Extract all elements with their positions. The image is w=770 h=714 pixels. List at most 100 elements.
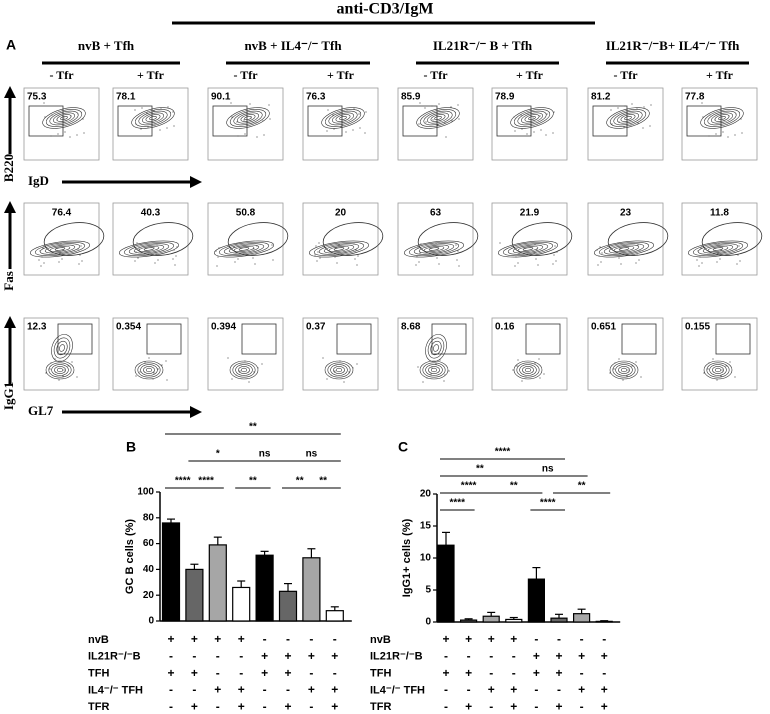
condition-mark: -: [192, 683, 196, 697]
gate-value: 23: [620, 208, 632, 219]
event-dot: [499, 242, 501, 244]
event-dot: [352, 367, 354, 369]
gate: [525, 323, 561, 355]
event-dot: [543, 373, 545, 375]
event-dot: [424, 107, 426, 109]
event-dot: [638, 259, 640, 261]
event-dot: [520, 114, 522, 116]
contour: [128, 243, 170, 255]
condition-mark: -: [192, 649, 196, 663]
figure-title: anti-CD3/IgM: [337, 1, 434, 18]
event-dot: [167, 106, 169, 108]
contour: [413, 243, 455, 255]
significance-label: ****: [540, 498, 556, 509]
event-dot: [358, 113, 360, 115]
y-tick-label: 10: [420, 553, 432, 564]
event-dot: [318, 242, 320, 244]
contour: [53, 112, 75, 124]
condition-mark: +: [465, 699, 472, 713]
bar: [302, 557, 321, 622]
condition-mark: -: [444, 683, 448, 697]
condition-mark: -: [557, 632, 561, 646]
flow-plot-frame: [207, 202, 284, 276]
event-dot: [513, 116, 515, 118]
flow-plot-frame: [587, 202, 664, 276]
contour: [612, 362, 636, 378]
contour: [138, 110, 168, 126]
event-dot: [161, 364, 163, 366]
event-dot: [426, 377, 428, 379]
significance-label: **: [319, 476, 327, 487]
event-dot: [49, 368, 51, 370]
event-dot: [637, 244, 639, 246]
event-dot: [77, 248, 79, 250]
event-dot: [58, 379, 60, 381]
event-dot: [365, 111, 367, 113]
contour: [54, 247, 66, 251]
condition-mark: -: [239, 649, 243, 663]
contour: [54, 366, 66, 374]
event-dot: [738, 245, 740, 247]
panel-label: B: [126, 439, 136, 455]
gate-value: 0.651: [591, 322, 616, 333]
contour: [56, 367, 64, 373]
event-dot: [609, 372, 611, 374]
condition-mark: +: [578, 649, 585, 663]
event-dot: [256, 136, 258, 138]
contour: [133, 244, 165, 254]
event-dot: [650, 104, 652, 106]
condition-label: - Tfr: [613, 68, 638, 82]
event-dot: [319, 257, 321, 259]
event-dot: [537, 264, 539, 266]
y-tick-label: 0: [425, 617, 431, 628]
significance-label: **: [476, 464, 484, 475]
gate: [43, 222, 105, 256]
condition-mark: +: [510, 699, 517, 713]
event-dot: [45, 372, 47, 374]
event-dot: [554, 245, 556, 247]
event-dot: [618, 121, 620, 123]
event-dot: [272, 259, 274, 261]
contour: [123, 241, 175, 257]
y-tick-label: 100: [137, 487, 154, 498]
bar: [460, 619, 478, 623]
gate: [336, 323, 372, 355]
contour: [513, 360, 543, 380]
significance-label: ****: [175, 476, 191, 487]
contour: [598, 241, 650, 257]
event-dot: [514, 130, 516, 132]
condition-row-label: nvB: [370, 634, 391, 646]
event-dot: [636, 108, 638, 110]
event-dot: [614, 362, 616, 364]
event-dot: [70, 115, 72, 117]
contour: [502, 241, 554, 257]
contour: [29, 240, 91, 258]
condition-mark: -: [489, 649, 493, 663]
event-dot: [261, 363, 263, 365]
group-title: IL21R⁻/⁻ B + Tfh: [433, 38, 533, 53]
event-dot: [737, 254, 739, 256]
event-dot: [438, 103, 440, 105]
event-dot: [518, 253, 520, 255]
axis-label: B220: [1, 154, 16, 182]
contour: [238, 247, 250, 251]
event-dot: [734, 376, 736, 378]
event-dot: [69, 136, 71, 138]
contour: [235, 364, 253, 376]
condition-mark: +: [601, 649, 608, 663]
event-dot: [76, 134, 78, 136]
y-tick-label: 20: [420, 489, 432, 500]
contour: [423, 110, 453, 126]
event-dot: [316, 260, 318, 262]
axis-label: Fas: [1, 271, 16, 291]
event-dot: [437, 124, 439, 126]
flow-plot-frame: [587, 87, 664, 161]
significance-label: ns: [306, 449, 318, 460]
condition-mark: -: [169, 683, 173, 697]
gate: [132, 222, 194, 256]
contour: [318, 243, 360, 255]
significance-label: ****: [495, 447, 511, 458]
event-dot: [253, 248, 255, 250]
condition-mark: +: [533, 666, 540, 680]
contour: [700, 107, 744, 129]
